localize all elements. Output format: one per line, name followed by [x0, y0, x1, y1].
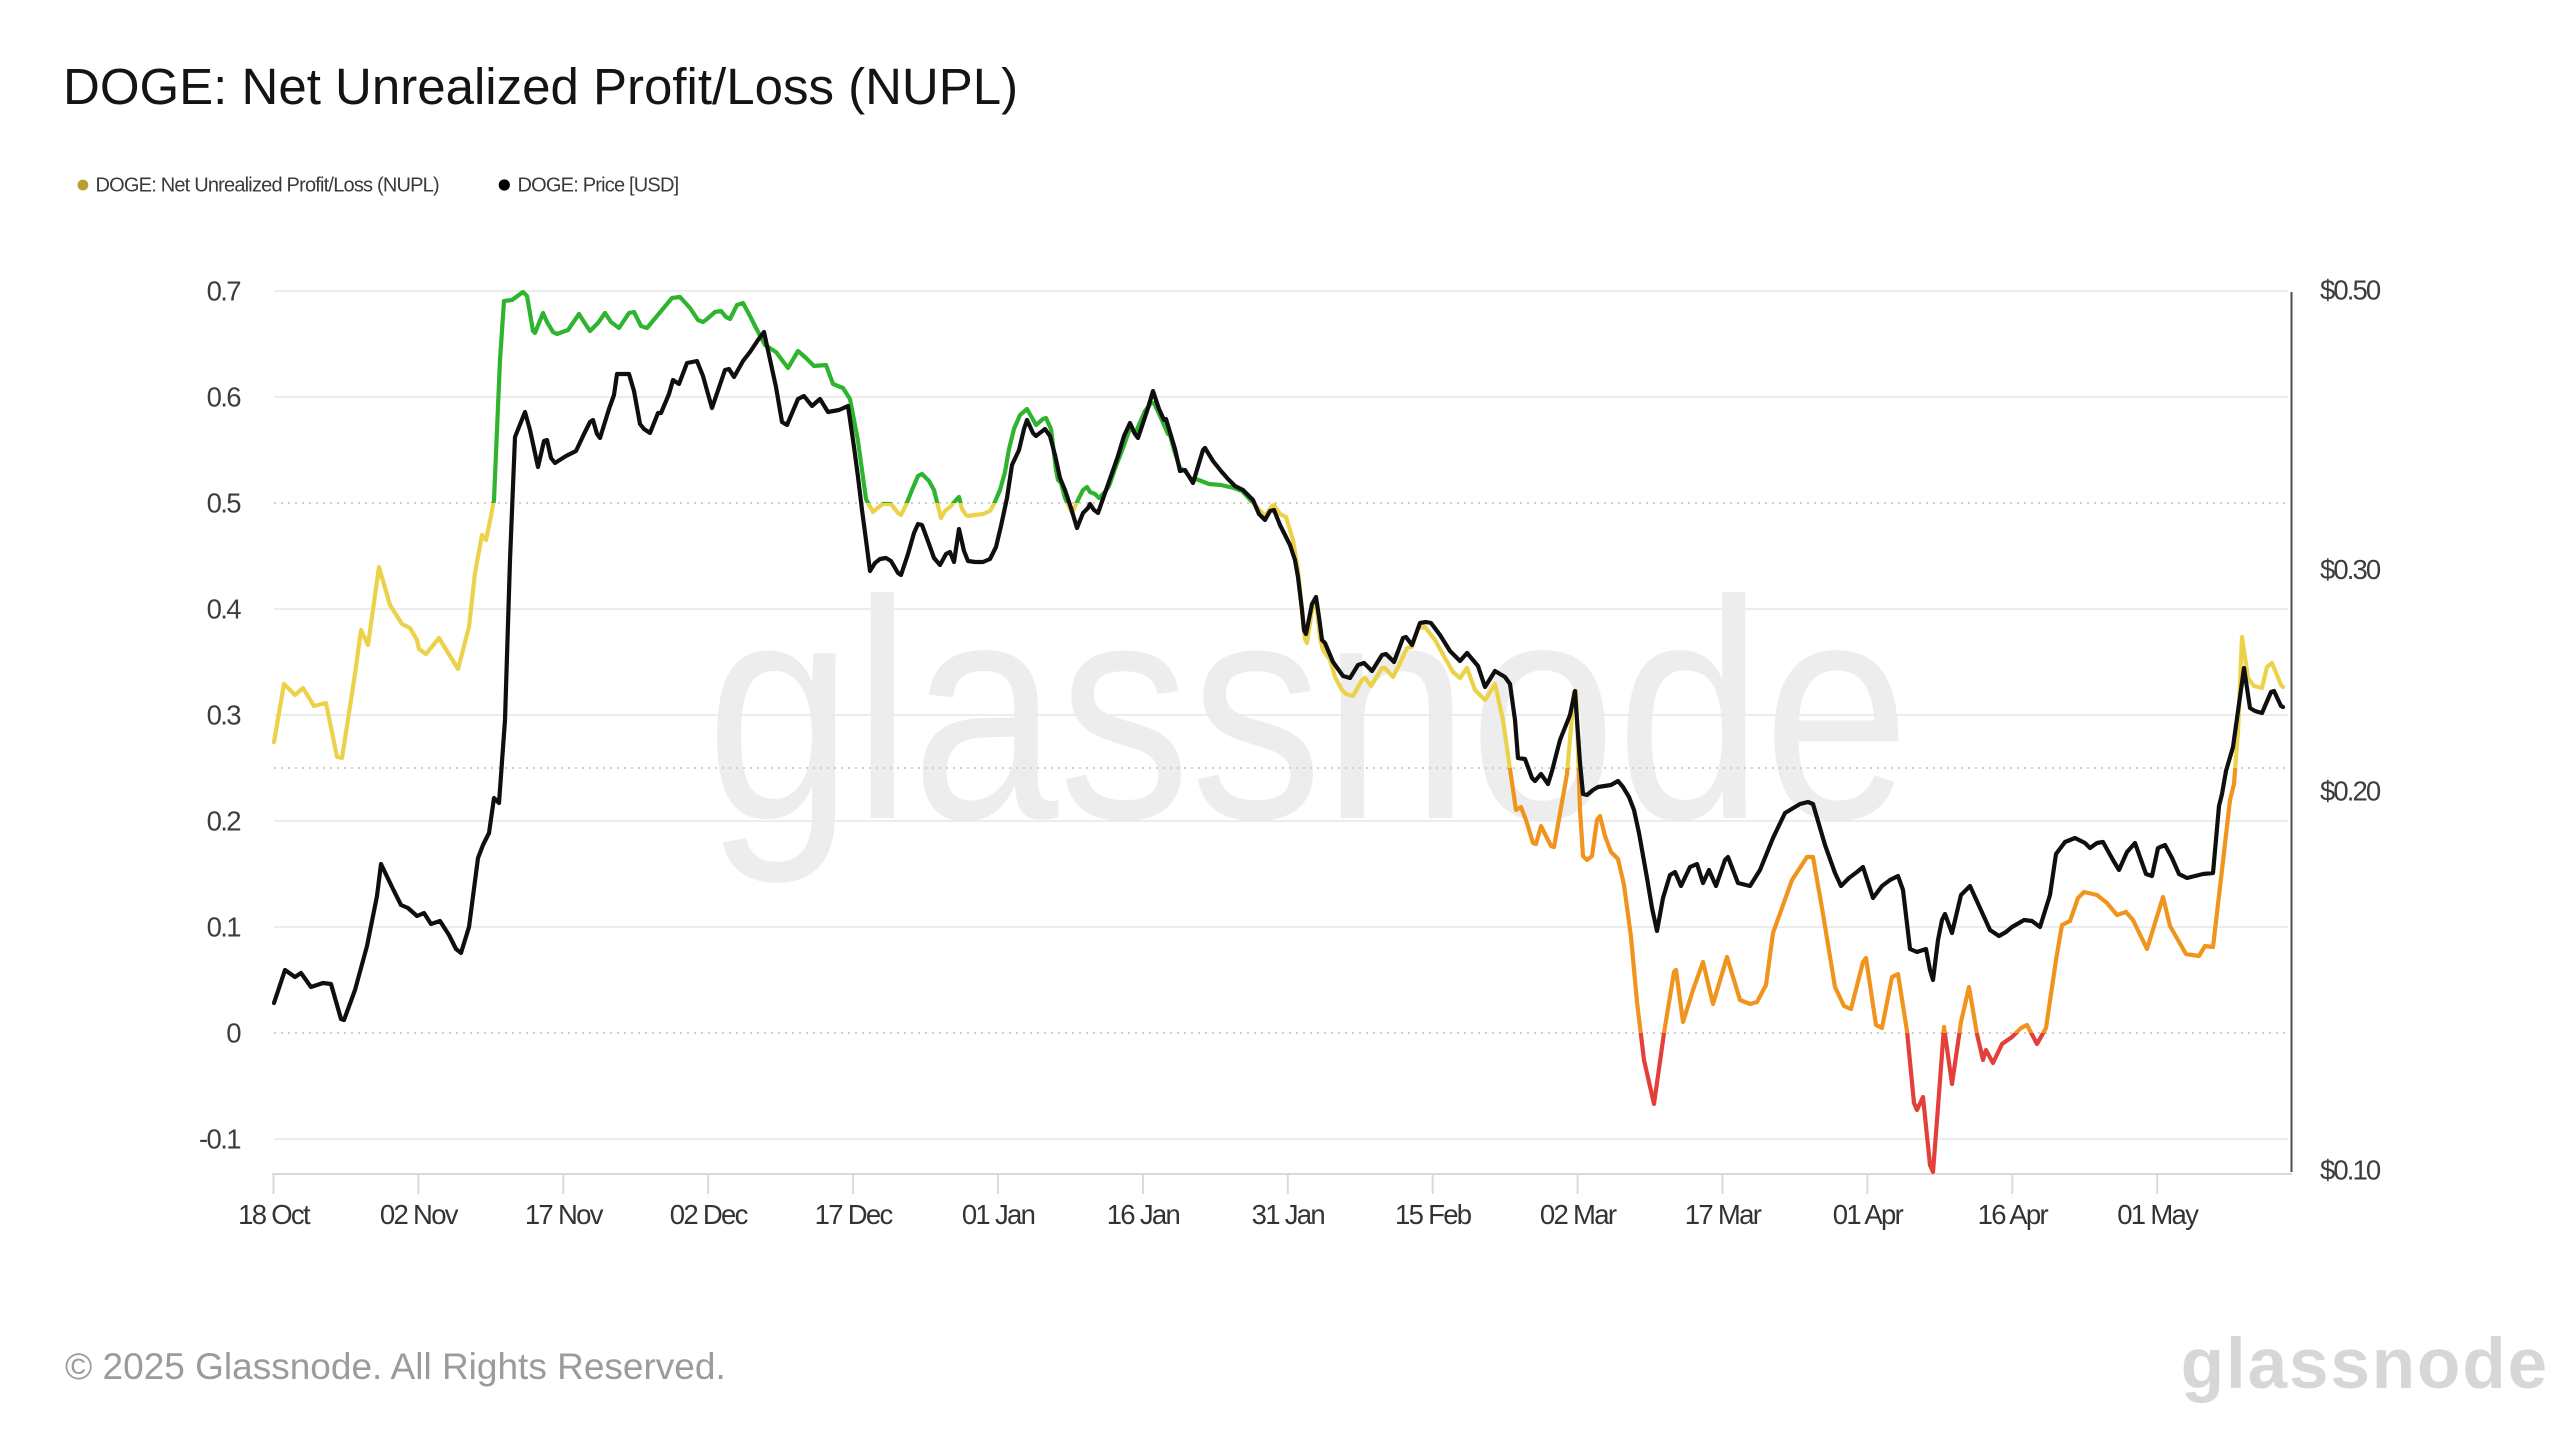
svg-text:0.3: 0.3 — [207, 700, 242, 731]
svg-text:$0.30: $0.30 — [2320, 554, 2381, 585]
svg-text:18 Oct: 18 Oct — [238, 1199, 311, 1230]
svg-text:0.6: 0.6 — [207, 382, 242, 413]
svg-text:17 Dec: 17 Dec — [815, 1199, 894, 1230]
svg-text:DOGE: Net Unrealized Profit/Lo: DOGE: Net Unrealized Profit/Loss (NUPL) — [96, 175, 440, 197]
svg-text:15 Feb: 15 Feb — [1395, 1199, 1472, 1230]
svg-text:02 Nov: 02 Nov — [380, 1199, 459, 1230]
svg-text:01 Jan: 01 Jan — [962, 1199, 1035, 1230]
svg-text:02 Mar: 02 Mar — [1540, 1199, 1617, 1230]
svg-text:17 Nov: 17 Nov — [525, 1199, 604, 1230]
svg-text:16 Jan: 16 Jan — [1107, 1199, 1180, 1230]
svg-text:17 Mar: 17 Mar — [1685, 1199, 1762, 1230]
svg-text:DOGE: Price [USD]: DOGE: Price [USD] — [518, 175, 679, 197]
svg-text:glassnode: glassnode — [2181, 1325, 2549, 1404]
svg-text:$0.20: $0.20 — [2320, 776, 2381, 807]
svg-text:01 May: 01 May — [2117, 1199, 2199, 1230]
svg-text:16 Apr: 16 Apr — [1978, 1199, 2049, 1230]
svg-text:0.4: 0.4 — [207, 594, 242, 625]
svg-text:© 2025 Glassnode. All Rights R: © 2025 Glassnode. All Rights Reserved. — [65, 1346, 726, 1387]
svg-text:0.2: 0.2 — [207, 806, 241, 837]
svg-text:DOGE: Net Unrealized Profit/Lo: DOGE: Net Unrealized Profit/Loss (NUPL) — [63, 58, 1018, 115]
svg-text:01 Apr: 01 Apr — [1833, 1199, 1904, 1230]
svg-text:0.1: 0.1 — [207, 912, 241, 943]
svg-text:glassnode: glassnode — [706, 537, 1910, 886]
svg-text:-0.1: -0.1 — [199, 1124, 240, 1155]
svg-text:0.5: 0.5 — [207, 488, 242, 519]
svg-text:02 Dec: 02 Dec — [670, 1199, 749, 1230]
svg-text:0.7: 0.7 — [207, 276, 241, 307]
svg-text:$0.10: $0.10 — [2320, 1155, 2381, 1186]
svg-text:$0.50: $0.50 — [2320, 275, 2381, 306]
svg-text:31 Jan: 31 Jan — [1252, 1199, 1325, 1230]
svg-text:0: 0 — [226, 1018, 241, 1049]
